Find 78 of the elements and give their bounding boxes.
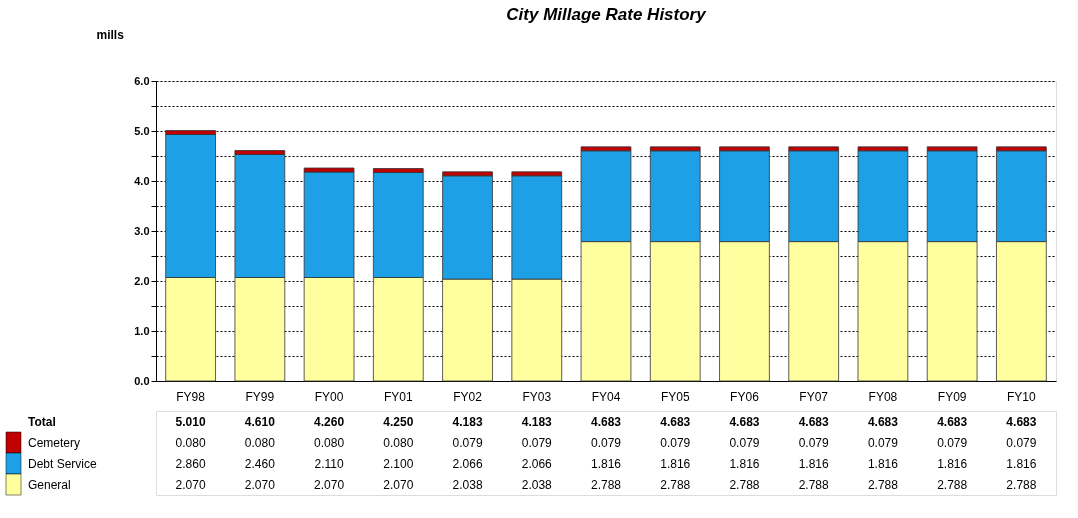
- data-label: 2.110: [314, 456, 344, 471]
- total-label: 4.683: [798, 414, 830, 429]
- legend-label: Cemetery: [28, 435, 81, 450]
- data-label: 2.038: [452, 477, 483, 492]
- x-tick-label: FY02: [453, 389, 483, 404]
- data-label: 0.079: [798, 435, 830, 450]
- data-label: 2.066: [521, 456, 553, 471]
- data-label: 2.038: [521, 477, 553, 492]
- data-label: 0.080: [383, 435, 414, 450]
- data-label: 1.816: [729, 456, 760, 471]
- data-label: 2.788: [660, 477, 691, 492]
- y-tick-label: 6.0: [134, 74, 150, 87]
- data-label: 2.788: [1006, 477, 1037, 492]
- data-label: 0.080: [244, 435, 276, 450]
- total-label: 4.260: [314, 414, 345, 429]
- data-label: 2.788: [867, 477, 899, 492]
- data-label: 1.816: [590, 456, 622, 471]
- y-axis-title: mills: [96, 27, 125, 42]
- y-tick-label: 1.0: [134, 324, 150, 337]
- data-label: 0.079: [937, 435, 968, 450]
- text: Total: [28, 414, 56, 429]
- data-label: 2.788: [590, 477, 622, 492]
- data-label: 0.079: [867, 435, 899, 450]
- data-label: 1.816: [660, 456, 691, 471]
- data-label: 2.788: [729, 477, 760, 492]
- x-tick-label: FY07: [799, 389, 829, 404]
- total-label: 4.183: [452, 414, 483, 429]
- x-tick-label: FY05: [660, 389, 690, 404]
- data-label: 2.070: [383, 477, 414, 492]
- total-label: 4.683: [660, 414, 691, 429]
- total-label: 4.683: [590, 414, 622, 429]
- x-tick-label: FY98: [176, 389, 206, 404]
- data-label: 2.860: [175, 456, 206, 471]
- x-tick-label: FY08: [868, 389, 898, 404]
- x-tick-label: FY00: [314, 389, 344, 404]
- data-label: 2.788: [937, 477, 968, 492]
- data-label: 0.079: [452, 435, 483, 450]
- total-label: 4.183: [521, 414, 553, 429]
- total-label: 4.610: [244, 414, 276, 429]
- x-tick-label: FY10: [1007, 389, 1037, 404]
- data-label: 0.079: [590, 435, 622, 450]
- total-label: 4.683: [867, 414, 899, 429]
- data-label: 1.816: [867, 456, 899, 471]
- data-label: 0.079: [521, 435, 553, 450]
- data-label: 2.070: [314, 477, 345, 492]
- data-label: 0.079: [1006, 435, 1037, 450]
- legend-label: General: [28, 477, 71, 492]
- x-tick-label: FY01: [383, 389, 413, 404]
- data-label: 2.100: [383, 456, 414, 471]
- data-label: 0.080: [175, 435, 206, 450]
- x-tick-label: FY04: [591, 389, 621, 404]
- data-label: 1.816: [937, 456, 968, 471]
- y-tick-label: 3.0: [134, 224, 150, 237]
- data-label: 2.070: [175, 477, 206, 492]
- total-label: 4.683: [729, 414, 760, 429]
- data-label: 0.079: [729, 435, 760, 450]
- x-tick-label: FY99: [245, 389, 275, 404]
- total-label: 4.683: [937, 414, 968, 429]
- chart-title: City Millage Rate History: [506, 5, 708, 24]
- y-tick-label: 5.0: [134, 124, 150, 137]
- x-tick-label: FY09: [937, 389, 967, 404]
- total-label: 4.683: [1006, 414, 1037, 429]
- data-label: 0.079: [660, 435, 691, 450]
- x-tick-label: FY03: [522, 389, 552, 404]
- data-label: 1.816: [798, 456, 830, 471]
- total-label: 5.010: [175, 414, 206, 429]
- data-label: 2.460: [244, 456, 276, 471]
- y-tick-label: 0.0: [134, 374, 150, 387]
- data-label: 2.788: [798, 477, 830, 492]
- data-label: 2.070: [244, 477, 276, 492]
- y-tick-label: 4.0: [134, 174, 150, 187]
- y-tick-label: 2.0: [134, 274, 150, 287]
- data-label: 1.816: [1006, 456, 1037, 471]
- x-tick-label: FY06: [730, 389, 760, 404]
- legend-label: Debt Service: [28, 456, 98, 471]
- total-label: 4.250: [383, 414, 414, 429]
- data-label: 0.080: [314, 435, 345, 450]
- data-label: 2.066: [452, 456, 483, 471]
